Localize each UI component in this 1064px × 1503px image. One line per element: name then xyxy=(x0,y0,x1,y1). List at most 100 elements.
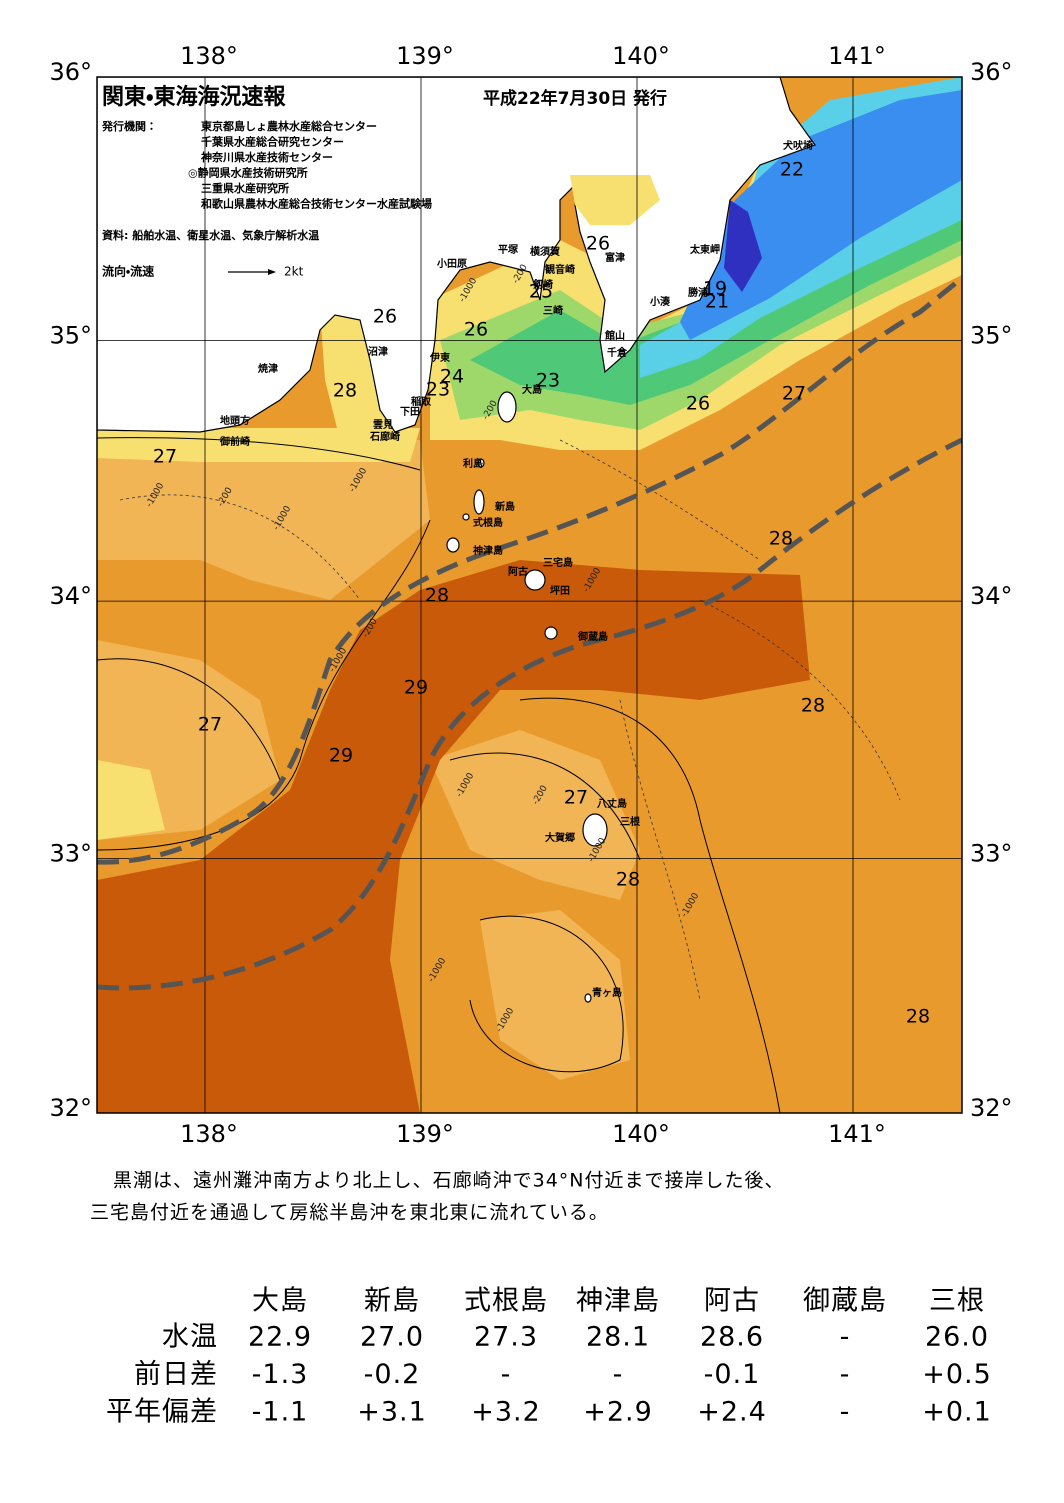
issuer: 三重県水産研究所 xyxy=(201,181,289,195)
place-name: 観音崎 xyxy=(545,263,575,276)
row-label: 水温 xyxy=(162,1322,218,1353)
table-cell: +2.9 xyxy=(583,1397,653,1428)
isotherm-label: 26 xyxy=(464,319,488,341)
isotherm-label: 27 xyxy=(198,714,222,736)
lat-label: 34° xyxy=(49,582,92,610)
legend-arrowhead xyxy=(268,269,276,275)
place-name: 三根 xyxy=(620,815,641,828)
place-name: 小湊 xyxy=(649,295,671,308)
place-name: 神津島 xyxy=(472,544,503,557)
place-name: 沼津 xyxy=(368,345,388,358)
lon-label: 138° xyxy=(180,1120,238,1148)
isotherm-label: 23 xyxy=(426,379,450,401)
lat-label: 32° xyxy=(49,1094,92,1122)
lat-label: 33° xyxy=(970,840,1013,868)
table-cell: +3.2 xyxy=(471,1397,541,1428)
lat-label: 36° xyxy=(49,58,92,86)
place-name: 下田 xyxy=(400,406,420,418)
table-header: 大島 xyxy=(252,1286,308,1317)
table-header: 三根 xyxy=(929,1286,985,1317)
table-cell: -0.1 xyxy=(704,1359,761,1390)
isotherm-label: 27 xyxy=(153,446,177,468)
isotherm-label: 21 xyxy=(705,291,729,313)
place-name: 地頭方 xyxy=(220,414,250,427)
table-cell: 28.6 xyxy=(700,1322,764,1353)
table-header: 式根島 xyxy=(464,1286,548,1317)
row-label: 前日差 xyxy=(134,1359,218,1390)
table-cell: 22.9 xyxy=(248,1322,312,1353)
issue-date: 平成22年7月30日 発行 xyxy=(483,88,667,109)
isotherm-label: 25 xyxy=(529,281,553,303)
place-name: 雲見 xyxy=(373,419,393,431)
lon-label: 140° xyxy=(612,1120,670,1148)
lon-label: 140° xyxy=(612,42,670,70)
table-cell: - xyxy=(840,1397,851,1428)
table-cell: +0.1 xyxy=(922,1397,992,1428)
place-name: 御蔵島 xyxy=(577,630,608,643)
isotherm-label: 26 xyxy=(373,306,397,328)
place-name: 青ヶ島 xyxy=(592,986,622,999)
place-name: 千倉 xyxy=(607,346,628,359)
place-name: 大島 xyxy=(522,383,542,396)
isotherm-label: 26 xyxy=(586,233,610,255)
lon-label: 141° xyxy=(828,42,886,70)
lon-label: 138° xyxy=(180,42,238,70)
place-name: 横須賀 xyxy=(530,245,560,258)
lat-label: 35° xyxy=(970,322,1013,350)
isotherm-label: 24 xyxy=(440,366,464,388)
isotherm-label: 28 xyxy=(333,380,357,402)
lat-label: 35° xyxy=(49,322,92,350)
place-name: 石廊崎 xyxy=(369,430,400,443)
issuer: 千葉県水産総合研究センター xyxy=(201,135,344,149)
isotherm-label: 29 xyxy=(329,745,353,767)
place-name: 平塚 xyxy=(498,243,519,256)
isotherm-label: 26 xyxy=(686,393,710,415)
lon-label: 139° xyxy=(396,42,454,70)
place-name: 富津 xyxy=(605,251,625,264)
isotherm xyxy=(97,437,781,1113)
place-name: 稲取 xyxy=(411,395,432,408)
place-name: 伊東 xyxy=(429,351,450,364)
table-cell: 27.0 xyxy=(360,1322,424,1353)
isotherm-label: 23 xyxy=(536,370,560,392)
isotherm-label: 28 xyxy=(801,695,825,717)
isotherm-label: 28 xyxy=(769,528,793,550)
legend-scale: 2kt xyxy=(284,265,304,279)
table-cell: -1.3 xyxy=(252,1359,309,1390)
table-header: 阿古 xyxy=(704,1286,760,1317)
lat-label: 34° xyxy=(970,582,1013,610)
issuer: ◎静岡県水産技術研究所 xyxy=(188,166,308,180)
issuer: 東京都島しょ農林水産総合センター xyxy=(201,119,377,133)
table-cell: 27.3 xyxy=(474,1322,538,1353)
bay-water xyxy=(570,175,660,225)
place-name: 坪田 xyxy=(550,584,570,597)
title: 関東・東海海況速報 xyxy=(102,84,286,110)
lat-label: 32° xyxy=(970,1094,1013,1122)
place-name: 三崎 xyxy=(543,304,563,317)
place-name: 阿古 xyxy=(508,565,528,578)
table-header: 神津島 xyxy=(576,1286,660,1317)
place-name: 新島 xyxy=(494,500,515,513)
place-name: 焼津 xyxy=(258,362,278,375)
sea-temperature-map xyxy=(97,77,962,1113)
isotherm-label: 28 xyxy=(425,585,449,607)
description: 三宅島付近を通過して房総半島沖を東北東に流れている。 xyxy=(90,1202,609,1224)
place-name: 八丈島 xyxy=(597,797,627,810)
isotherm-label: 29 xyxy=(404,677,428,699)
issuers-label: 発行機関： xyxy=(101,119,157,133)
warm-zone xyxy=(430,730,640,900)
lat-label: 33° xyxy=(49,840,92,868)
place-name: 御前崎 xyxy=(219,435,250,448)
table-cell: -0.2 xyxy=(364,1359,421,1390)
warm-zone xyxy=(97,440,430,600)
isotherm-label: 19 xyxy=(703,278,727,300)
legend-label: 流向・流速 xyxy=(102,264,154,279)
table-cell: 28.1 xyxy=(586,1322,650,1353)
isotherm-label: 22 xyxy=(780,159,804,181)
lat-label: 36° xyxy=(970,58,1013,86)
place-name: 勝浦 xyxy=(688,286,708,299)
table-cell: +2.4 xyxy=(697,1397,767,1428)
lon-label: 139° xyxy=(396,1120,454,1148)
warm-zone xyxy=(97,760,165,840)
